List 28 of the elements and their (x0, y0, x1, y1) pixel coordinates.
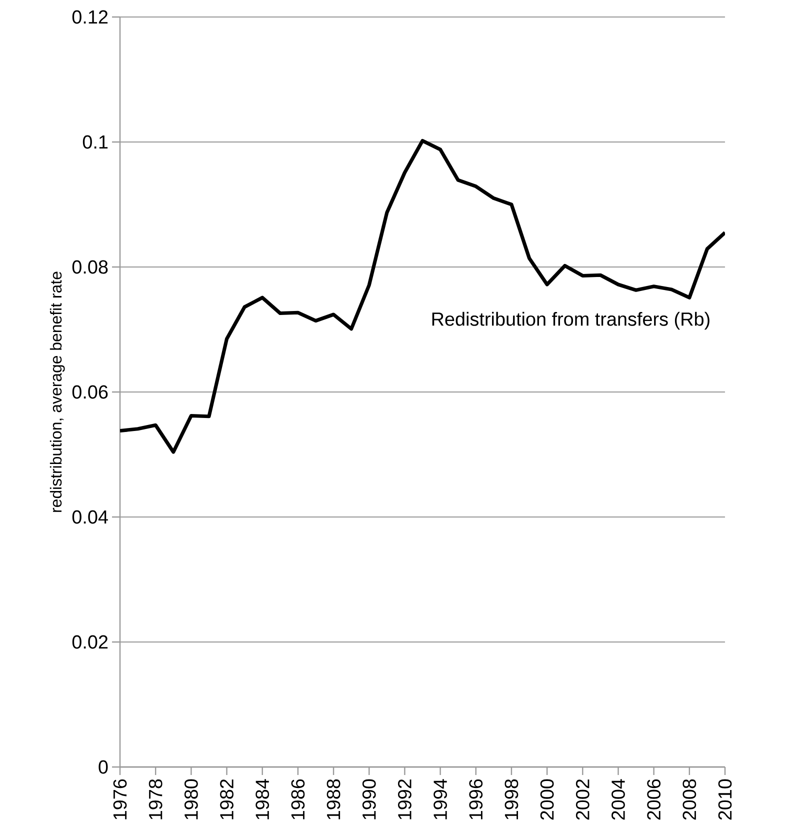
y-tick-label: 0.06 (72, 385, 108, 399)
x-tick-label: 2008 (682, 779, 696, 820)
x-tick-label: 2006 (647, 779, 661, 820)
y-axis-title: redistribution, average benefit rate (50, 272, 65, 512)
x-tick-label: 2010 (718, 779, 732, 820)
x-tick-label: 1990 (362, 779, 376, 820)
x-tick-label: 1988 (326, 779, 340, 820)
x-tick-label: 1996 (469, 779, 483, 820)
x-tick-label: 2002 (576, 779, 590, 820)
x-tick-label: 2000 (540, 779, 554, 820)
x-tick-label: 1992 (398, 779, 412, 820)
y-tick-label: 0.04 (72, 510, 108, 524)
x-tick-label: 1982 (220, 779, 234, 820)
y-tick-label: 0.1 (82, 135, 108, 149)
y-tick-label: 0.08 (72, 260, 108, 274)
x-tick-label: 1980 (184, 779, 198, 820)
x-tick-label: 1976 (113, 779, 127, 820)
line-series (120, 138, 726, 454)
x-tick-label: 1978 (148, 779, 162, 820)
y-tick-label: 0.12 (72, 10, 108, 24)
x-tick-label: 1994 (434, 779, 447, 820)
x-tick-label: 2004 (612, 779, 625, 820)
x-tick-label: 1984 (256, 779, 270, 820)
x-tick-label: 1998 (504, 779, 518, 820)
y-tick-label: 0 (98, 760, 108, 774)
y-tick-label: 0.02 (72, 635, 108, 649)
x-tick-label: 1986 (291, 779, 305, 820)
annotation: Redistribution from transfers (Rb) (432, 312, 710, 330)
